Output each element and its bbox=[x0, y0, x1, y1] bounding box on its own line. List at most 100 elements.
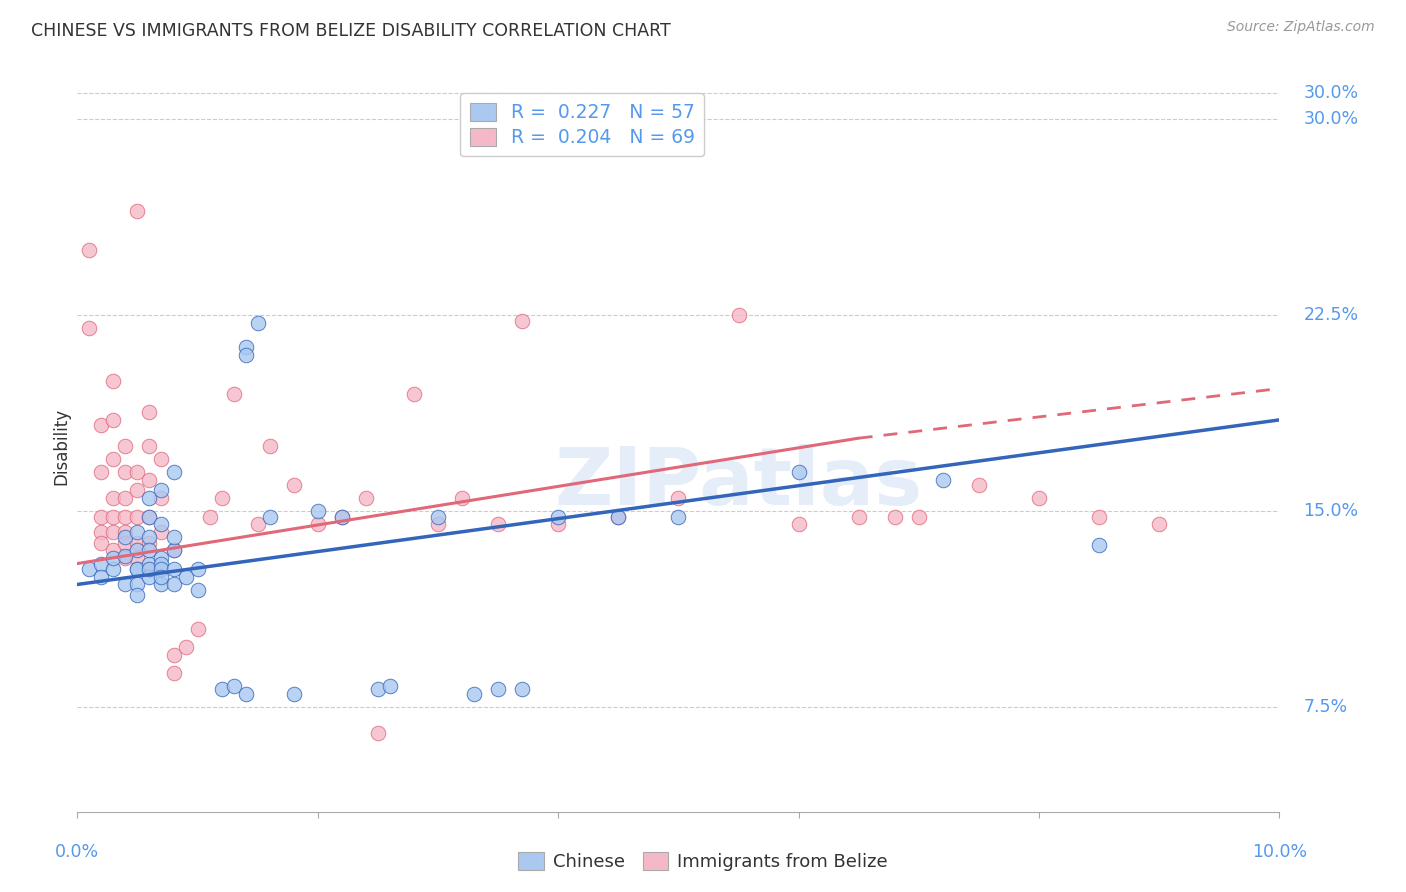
Point bbox=[174, 640, 197, 655]
Point bbox=[79, 562, 101, 576]
Point bbox=[486, 681, 509, 696]
Point bbox=[211, 681, 233, 696]
Text: Disability: Disability bbox=[52, 408, 70, 484]
Legend: R =  0.227   N = 57, R =  0.204   N = 69: R = 0.227 N = 57, R = 0.204 N = 69 bbox=[460, 94, 704, 156]
Point bbox=[246, 517, 269, 532]
Point bbox=[186, 622, 209, 636]
Point bbox=[222, 386, 245, 401]
Point bbox=[138, 562, 160, 576]
Text: 10.0%: 10.0% bbox=[1251, 843, 1308, 861]
Point bbox=[150, 569, 173, 583]
Point bbox=[378, 679, 401, 693]
Point bbox=[259, 509, 281, 524]
Point bbox=[162, 577, 184, 591]
Point bbox=[90, 557, 112, 571]
Point bbox=[138, 557, 160, 571]
Point bbox=[114, 530, 136, 544]
Point bbox=[967, 478, 990, 492]
Point bbox=[330, 509, 353, 524]
Text: 0.0%: 0.0% bbox=[55, 843, 100, 861]
Point bbox=[150, 483, 173, 498]
Point bbox=[150, 551, 173, 566]
Point bbox=[307, 504, 329, 518]
Point bbox=[138, 543, 160, 558]
Point bbox=[114, 551, 136, 566]
Point bbox=[547, 509, 569, 524]
Point bbox=[162, 530, 184, 544]
Point bbox=[367, 681, 389, 696]
Point bbox=[90, 525, 112, 540]
Point bbox=[150, 491, 173, 506]
Text: Source: ZipAtlas.com: Source: ZipAtlas.com bbox=[1227, 20, 1375, 34]
Point bbox=[138, 439, 160, 453]
Point bbox=[727, 309, 749, 323]
Point bbox=[463, 687, 485, 701]
Point bbox=[127, 562, 149, 576]
Point bbox=[114, 549, 136, 563]
Point bbox=[127, 562, 149, 576]
Point bbox=[1149, 517, 1171, 532]
Point bbox=[127, 525, 149, 540]
Point bbox=[127, 465, 149, 479]
Point bbox=[162, 543, 184, 558]
Point bbox=[486, 517, 509, 532]
Point bbox=[114, 577, 136, 591]
Text: 22.5%: 22.5% bbox=[1303, 306, 1358, 325]
Point bbox=[90, 569, 112, 583]
Point bbox=[114, 491, 136, 506]
Point bbox=[114, 465, 136, 479]
Point bbox=[138, 569, 160, 583]
Point bbox=[162, 465, 184, 479]
Point bbox=[138, 405, 160, 419]
Point bbox=[150, 452, 173, 467]
Point bbox=[1028, 491, 1050, 506]
Point bbox=[90, 418, 112, 433]
Point bbox=[127, 551, 149, 566]
Point bbox=[235, 348, 257, 362]
Point bbox=[235, 340, 257, 354]
Point bbox=[883, 509, 905, 524]
Point bbox=[787, 517, 810, 532]
Point bbox=[668, 509, 690, 524]
Point bbox=[138, 535, 160, 549]
Text: CHINESE VS IMMIGRANTS FROM BELIZE DISABILITY CORRELATION CHART: CHINESE VS IMMIGRANTS FROM BELIZE DISABI… bbox=[31, 22, 671, 40]
Point bbox=[510, 313, 533, 327]
Point bbox=[103, 509, 125, 524]
Point bbox=[186, 562, 209, 576]
Point bbox=[150, 577, 173, 591]
Point bbox=[402, 386, 425, 401]
Point bbox=[162, 562, 184, 576]
Point bbox=[127, 577, 149, 591]
Point bbox=[127, 535, 149, 549]
Point bbox=[607, 509, 630, 524]
Point bbox=[127, 588, 149, 602]
Point bbox=[427, 509, 450, 524]
Point bbox=[138, 509, 160, 524]
Point bbox=[79, 243, 101, 257]
Point bbox=[283, 687, 305, 701]
Point bbox=[547, 517, 569, 532]
Text: 30.0%: 30.0% bbox=[1303, 111, 1358, 128]
Point bbox=[138, 473, 160, 487]
Point bbox=[427, 517, 450, 532]
Point bbox=[1088, 538, 1111, 552]
Point bbox=[451, 491, 474, 506]
Point bbox=[848, 509, 870, 524]
Point bbox=[103, 543, 125, 558]
Point bbox=[90, 509, 112, 524]
Point bbox=[259, 439, 281, 453]
Point bbox=[186, 582, 209, 597]
Point bbox=[787, 465, 810, 479]
Point bbox=[90, 535, 112, 549]
Point bbox=[103, 562, 125, 576]
Point bbox=[307, 517, 329, 532]
Point bbox=[235, 687, 257, 701]
Point bbox=[150, 557, 173, 571]
Point bbox=[138, 491, 160, 506]
Point bbox=[103, 452, 125, 467]
Text: 30.0%: 30.0% bbox=[1303, 85, 1358, 103]
Point bbox=[354, 491, 377, 506]
Point bbox=[174, 569, 197, 583]
Point bbox=[908, 509, 931, 524]
Point bbox=[114, 509, 136, 524]
